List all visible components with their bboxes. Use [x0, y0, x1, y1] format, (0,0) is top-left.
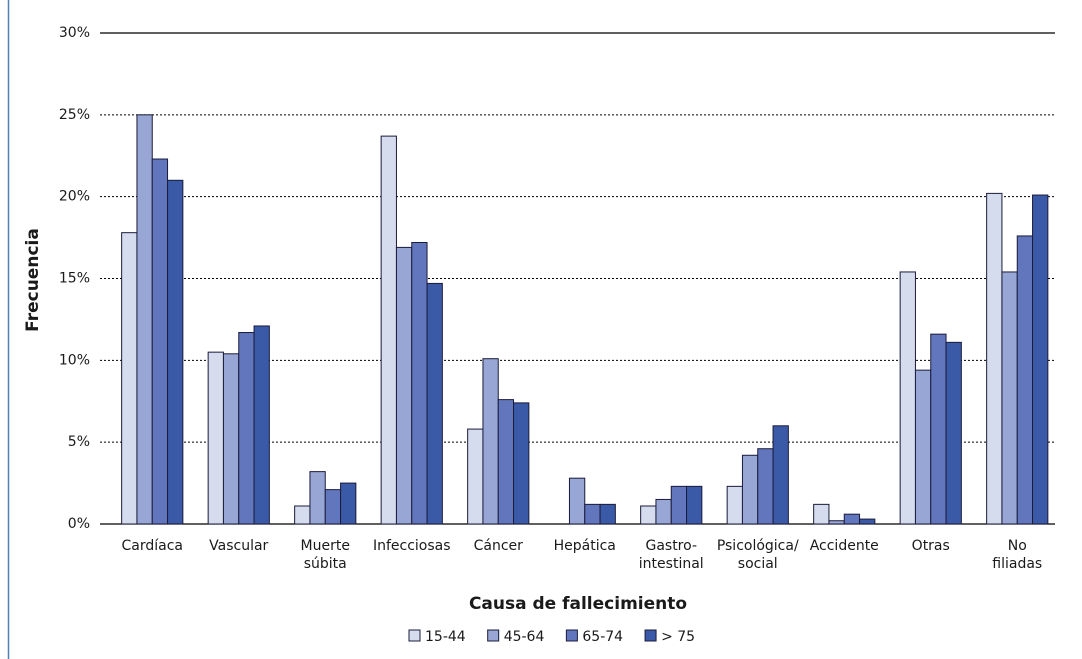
frame — [7, 0, 10, 659]
bar — [253, 325, 270, 525]
x-tick-line: Cardíaca — [122, 538, 184, 554]
legend-label: > 75 — [661, 629, 695, 645]
x-tick-line: social — [738, 556, 778, 572]
y-tick-label: 25% — [59, 107, 90, 123]
bar — [686, 485, 703, 525]
bar — [136, 114, 153, 525]
y-tick-label: 0% — [68, 516, 90, 532]
x-tick-label: Accidente — [810, 538, 879, 554]
y-axis-title: Frecuencia — [23, 228, 43, 332]
bar — [640, 505, 657, 525]
x-tick-label: Muerte súbita — [301, 538, 350, 572]
bar — [859, 518, 876, 525]
bar — [670, 485, 688, 525]
x-tick-line: Psicológica/ — [717, 538, 799, 554]
bar — [813, 503, 830, 525]
bar — [726, 485, 743, 525]
bar — [655, 498, 672, 525]
x-tick-label: Infecciosas — [373, 538, 451, 554]
x-tick-line: intestinal — [639, 556, 704, 572]
bar — [772, 425, 789, 525]
x-tick-line: Otras — [912, 538, 950, 554]
bar — [741, 454, 759, 525]
bar — [914, 369, 932, 525]
x-tick-line: Muerte — [301, 538, 350, 554]
bar — [599, 503, 616, 525]
x-tick-line: Hepática — [554, 538, 616, 554]
bar — [497, 399, 515, 525]
x-tick-label: Cardíaca — [122, 538, 184, 554]
y-tick-label: 15% — [59, 271, 90, 287]
bar — [151, 158, 169, 525]
bar — [167, 179, 184, 525]
x-tick-line: súbita — [304, 556, 347, 572]
bar — [1032, 194, 1049, 525]
bar — [757, 448, 774, 525]
bar — [309, 471, 326, 525]
legend-swatch — [565, 629, 578, 642]
x-tick-line: No — [1008, 538, 1027, 554]
x-tick-line: Gastro- — [645, 538, 697, 554]
x-tick-line: filiadas — [992, 556, 1042, 572]
x-tick-line: Cáncer — [474, 538, 524, 554]
legend-swatch — [487, 629, 500, 642]
bar — [340, 482, 357, 525]
x-tick-line: Accidente — [810, 538, 879, 554]
bar — [513, 402, 530, 525]
x-axis-title: Causa de fallecimiento — [469, 594, 687, 614]
y-tick-label: 5% — [68, 434, 90, 450]
bar — [1001, 271, 1018, 525]
bar — [828, 520, 845, 525]
x-tick-label: Vascular — [209, 538, 268, 554]
bar — [294, 505, 311, 525]
legend-label: 45-64 — [504, 629, 545, 645]
legend-swatch — [408, 629, 421, 642]
legend-label: 65-74 — [582, 629, 623, 645]
bar — [584, 503, 601, 525]
bar — [930, 333, 947, 525]
bar — [482, 358, 499, 525]
bar — [986, 192, 1003, 525]
bar — [467, 428, 484, 525]
bar — [222, 353, 240, 525]
bar — [207, 351, 224, 525]
x-tick-line: Infecciosas — [373, 538, 451, 554]
x-tick-label: Psicológica/social — [717, 538, 799, 572]
y-tick-label: 20% — [59, 189, 90, 205]
y-tick-label: 10% — [59, 352, 90, 368]
bar — [1016, 235, 1034, 525]
y-tick-label: 30% — [59, 25, 90, 41]
x-tick-label: No filiadas — [992, 538, 1042, 572]
legend-label: 15-44 — [425, 629, 466, 645]
bar — [121, 232, 138, 525]
bar — [324, 489, 342, 525]
legend-swatch — [644, 629, 657, 642]
bar — [411, 241, 428, 525]
bar — [238, 332, 255, 525]
x-tick-label: Cáncer — [474, 538, 524, 554]
bar — [380, 135, 397, 525]
bar — [568, 477, 586, 525]
bar — [899, 271, 916, 525]
x-tick-label: Otras — [912, 538, 950, 554]
bar — [426, 282, 443, 525]
x-tick-label: Hepática — [554, 538, 616, 554]
x-tick-line: Vascular — [209, 538, 268, 554]
x-tick-label: Gastro-intestinal — [639, 538, 704, 572]
bar — [843, 513, 861, 525]
bar — [945, 341, 962, 525]
bar — [395, 246, 413, 525]
